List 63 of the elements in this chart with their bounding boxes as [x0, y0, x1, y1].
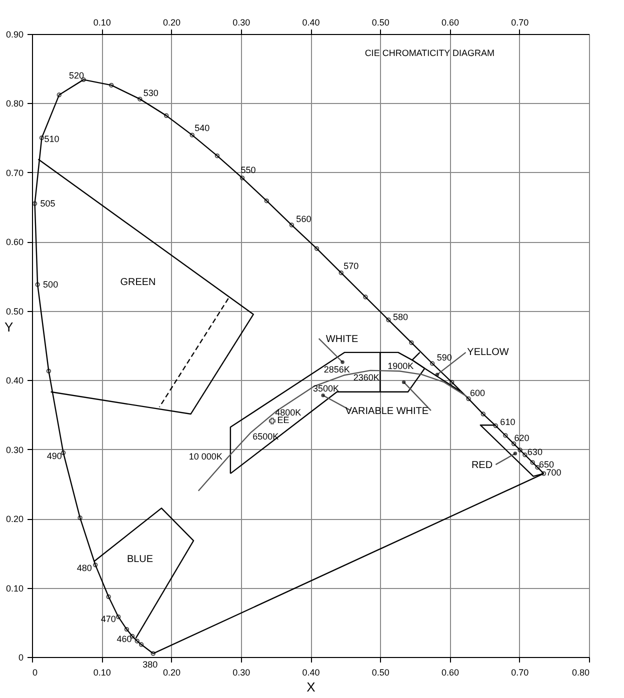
x-tick-label: 0.10: [93, 668, 111, 678]
x-tick-label: 0.60: [441, 668, 460, 678]
annotation: 380: [142, 660, 158, 670]
annotation: 530: [143, 88, 158, 98]
x-tick-label: 0.80: [572, 668, 590, 678]
y-tick-label: 0.50: [6, 306, 24, 316]
y-tick-label: 0.80: [6, 98, 24, 109]
annotation: 1900K: [388, 361, 414, 372]
x2-tick-label: 0.30: [232, 18, 250, 28]
annotation: WHITE: [326, 334, 358, 345]
x2-tick-label: 0.40: [302, 18, 320, 28]
y-tick-label: 0.90: [6, 30, 24, 40]
annotation: GREEN: [120, 277, 156, 288]
text: CIE CHROMATICITY DIAGRAM: [364, 48, 494, 58]
annotation: 570: [344, 260, 359, 271]
annotation: BLUE: [126, 554, 154, 565]
y-tick-label: 0.20: [6, 514, 24, 524]
annotation: 490: [46, 450, 62, 461]
x2-tick-label: 0.50: [372, 18, 390, 28]
x-tick-label: 0.40: [302, 668, 320, 678]
x-axis-title: X: [306, 680, 316, 694]
annotation: 600: [470, 388, 486, 398]
annotation: 620: [514, 432, 530, 443]
annotation: 460: [116, 634, 132, 644]
annotation: 560: [296, 214, 312, 224]
x-tick-label: 0.30: [232, 668, 250, 678]
annotation: 3500K: [312, 383, 339, 394]
annotation: 590: [436, 352, 452, 362]
y-tick-label: 0.40: [6, 376, 24, 386]
x-tick-label: 0.70: [511, 668, 529, 678]
x-tick-label: 0.50: [372, 668, 390, 678]
y-axis-title: Y: [4, 320, 14, 334]
annotation: 580: [392, 312, 408, 322]
annotation: 520: [69, 70, 84, 81]
annotation: 610: [500, 416, 516, 427]
annotation: 505: [40, 198, 56, 209]
x2-tick-label: 0.70: [511, 18, 529, 28]
y-tick-label: 0.70: [6, 168, 24, 178]
x-tick-label: 0: [32, 668, 38, 678]
annotation: 550: [240, 164, 256, 175]
y-tick-label: 0.60: [6, 237, 24, 248]
annotation: 2360K: [353, 372, 380, 382]
annotation: 700: [546, 468, 562, 478]
annotation: YELLOW: [467, 347, 510, 358]
annotation: 630: [527, 446, 542, 457]
annotation: RED: [471, 460, 493, 471]
annotation: VARIABLE WHITE: [345, 406, 429, 417]
annotation: 480: [76, 562, 92, 573]
x2-tick-label: 0.20: [162, 18, 181, 28]
x2-tick-label: 0.10: [93, 18, 111, 28]
x-tick-label: 0.20: [162, 668, 181, 678]
annotation: 500: [43, 280, 58, 290]
annotation: 2856K: [324, 364, 350, 374]
y-tick-label: 0.10: [6, 583, 24, 594]
x2-tick-label: 0.60: [441, 18, 460, 28]
annotation: 470: [100, 614, 116, 624]
annotation: 510: [44, 134, 60, 144]
annotation: 650: [538, 459, 554, 470]
annotation: 6500K: [252, 432, 279, 442]
y-tick-label: 0: [18, 652, 24, 662]
annotation: 540: [194, 123, 210, 134]
y-tick-label: 0.30: [6, 444, 24, 455]
annotation: 10 000K: [188, 452, 222, 462]
